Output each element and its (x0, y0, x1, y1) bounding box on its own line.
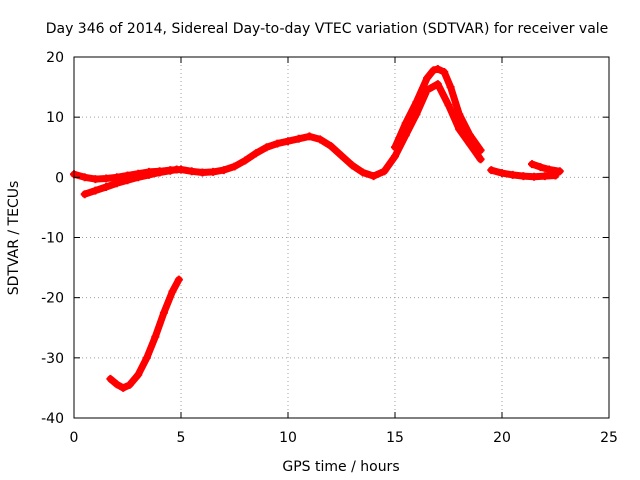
data-point-late (508, 170, 517, 179)
chart-title: Day 346 of 2014, Sidereal Day-to-day VTE… (46, 21, 609, 37)
data-point-upper (348, 161, 357, 170)
labels-layer: 0 5 10 15 20 25 -40 -30 -20 -10 0 10 20 (41, 50, 618, 446)
y-tick-label: 20 (46, 50, 64, 66)
data-point-upper-band-high (465, 131, 474, 140)
data-point-late-upper (545, 165, 554, 174)
x-tick-label: 20 (493, 430, 511, 446)
data-point-upper (251, 149, 260, 158)
data-point-early-lower (172, 165, 181, 174)
data-point-lower-arc (125, 380, 134, 389)
series-late-upper (528, 160, 564, 175)
data-point-upper (380, 167, 389, 176)
data-point-upper (273, 139, 282, 148)
data-point-early-lower (102, 183, 111, 191)
series-lower-arc (106, 276, 183, 392)
data-point-upper-band-high (455, 110, 464, 119)
y-tick-label: 0 (55, 170, 64, 186)
series-early-lower (81, 166, 181, 198)
data-point-upper (198, 168, 207, 177)
data-point-upper-band-high (433, 65, 442, 73)
data-point-upper-band-high (412, 98, 421, 107)
data-point-upper-band-high (446, 83, 455, 92)
data-point-upper-band-high (401, 119, 410, 128)
data-point-upper (80, 173, 89, 182)
data-point-upper (391, 152, 399, 161)
data-point-lower-arc (159, 308, 168, 317)
data-point-lower-arc (134, 370, 143, 379)
data-point-upper (209, 167, 218, 176)
data-point-upper (219, 166, 228, 175)
y-tick-label: -30 (41, 351, 64, 367)
data-point-upper (358, 168, 367, 177)
data-point-lower-arc (106, 374, 115, 383)
data-point-late-upper (536, 163, 545, 172)
data-point-lower-arc (119, 383, 128, 392)
series-layer (70, 65, 564, 392)
data-point-late-upper (528, 160, 536, 169)
y-tick-label: -40 (41, 411, 64, 427)
data-point-lower-arc (112, 380, 121, 389)
data-point-late (519, 172, 528, 181)
data-point-upper (316, 135, 325, 144)
data-point-upper (102, 174, 111, 183)
data-point-upper (241, 156, 250, 165)
data-point-lower-arc (151, 332, 160, 341)
data-point-upper (284, 137, 292, 146)
y-tick-label: -20 (41, 291, 64, 307)
x-axis-title: GPS time / hours (282, 459, 399, 475)
data-point-early-lower (112, 179, 121, 188)
x-tick-label: 0 (70, 430, 79, 446)
data-point-lower-arc (174, 275, 183, 284)
data-point-lower-arc (142, 353, 151, 362)
data-point-upper-band-high (391, 143, 399, 152)
data-point-upper-band-high (476, 146, 485, 155)
data-point-early-lower (134, 173, 143, 182)
x-tick-label: 15 (386, 430, 404, 446)
y-tick-label: 10 (46, 110, 64, 126)
data-point-upper (337, 151, 346, 160)
data-point-upper-band-high (423, 74, 432, 83)
data-point-upper-band-high (429, 66, 438, 75)
data-point-lower-arc (168, 287, 177, 296)
y-axis-title: SDTVAR / TECUs (6, 181, 22, 296)
data-point-upper (305, 132, 314, 141)
data-point-upper (476, 155, 485, 164)
data-point-late (498, 169, 506, 178)
data-point-early-lower (166, 166, 175, 175)
data-point-late-upper (555, 167, 564, 176)
x-tick-label: 5 (177, 430, 186, 446)
ticks-layer (73, 56, 610, 419)
data-point-early-lower (155, 168, 164, 177)
data-point-upper (444, 101, 453, 110)
data-point-early-lower (80, 190, 89, 199)
data-point-upper (91, 175, 100, 184)
data-point-late (487, 166, 496, 175)
grid-layer (74, 57, 609, 418)
data-point-upper (262, 143, 271, 152)
data-point-early-lower (144, 170, 153, 179)
data-point-upper (455, 125, 464, 134)
x-tick-label: 25 (600, 430, 618, 446)
data-point-early-lower (91, 186, 100, 195)
data-point-upper (230, 162, 239, 171)
data-point-upper (187, 167, 196, 176)
data-point-upper (433, 80, 442, 89)
data-point-late (530, 172, 539, 181)
y-tick-label: -10 (41, 231, 64, 247)
data-point-upper (294, 134, 303, 143)
data-point-upper-band-high (440, 68, 449, 76)
data-point-upper (326, 142, 335, 150)
data-point-late (540, 172, 549, 181)
x-tick-label: 10 (279, 430, 297, 446)
data-point-upper (369, 172, 378, 181)
data-point-early-lower (123, 176, 132, 185)
